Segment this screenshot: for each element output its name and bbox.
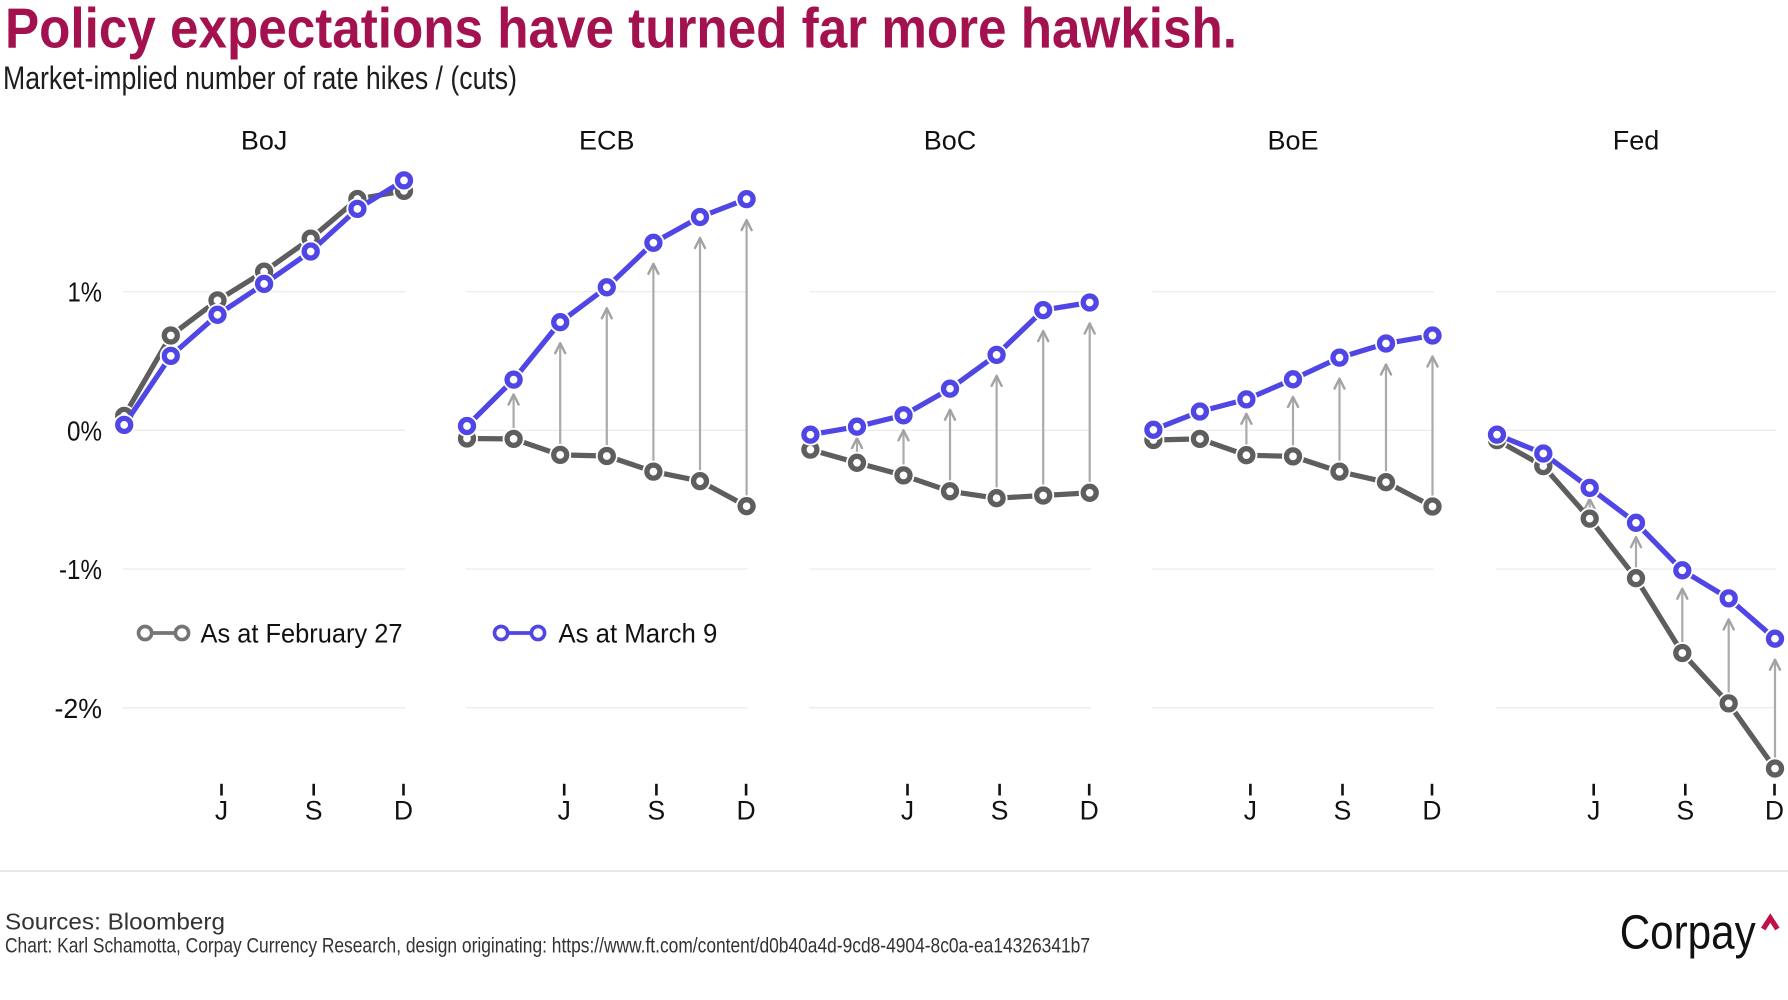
svg-text:0%: 0% xyxy=(67,415,102,446)
svg-text:Policy expectations have turne: Policy expectations have turned far more… xyxy=(5,0,1237,61)
svg-text:As at March 9: As at March 9 xyxy=(558,619,717,649)
svg-text:Corpay: Corpay xyxy=(1620,906,1757,960)
svg-text:S: S xyxy=(305,796,323,826)
svg-text:BoJ: BoJ xyxy=(241,126,288,156)
svg-text:Sources: Bloomberg: Sources: Bloomberg xyxy=(5,909,225,935)
svg-text:BoC: BoC xyxy=(924,126,977,156)
svg-text:-1%: -1% xyxy=(59,554,102,585)
svg-text:Chart: Karl Schamotta, Corpay: Chart: Karl Schamotta, Corpay Currency R… xyxy=(5,935,1090,958)
svg-text:S: S xyxy=(1334,796,1352,826)
svg-text:Fed: Fed xyxy=(1613,126,1660,156)
svg-text:As at February 27: As at February 27 xyxy=(201,619,403,649)
svg-text:D: D xyxy=(1765,796,1784,826)
svg-text:D: D xyxy=(1080,796,1099,826)
svg-text:D: D xyxy=(1422,796,1441,826)
svg-text:S: S xyxy=(1676,796,1694,826)
svg-text:S: S xyxy=(991,796,1009,826)
svg-text:-2%: -2% xyxy=(55,693,103,724)
svg-text:J: J xyxy=(1244,796,1257,826)
svg-text:D: D xyxy=(394,796,413,826)
svg-text:ECB: ECB xyxy=(579,126,635,156)
svg-text:J: J xyxy=(558,796,571,826)
svg-text:BoE: BoE xyxy=(1267,126,1318,156)
svg-text:J: J xyxy=(901,796,914,826)
svg-text:J: J xyxy=(215,796,228,826)
svg-text:S: S xyxy=(648,796,666,826)
svg-text:J: J xyxy=(1587,796,1600,826)
svg-text:1%: 1% xyxy=(68,277,103,308)
svg-text:D: D xyxy=(737,796,756,826)
svg-text:Market-implied number of rate: Market-implied number of rate hikes / (c… xyxy=(3,60,517,96)
